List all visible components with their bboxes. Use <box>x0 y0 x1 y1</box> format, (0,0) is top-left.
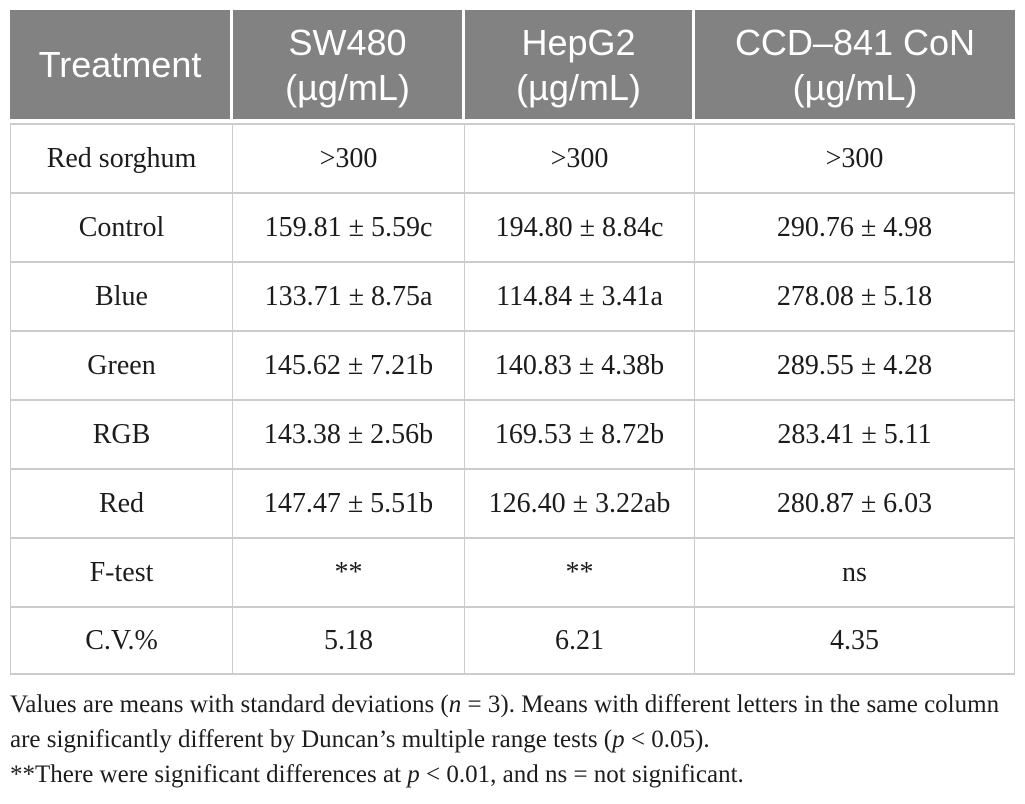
cell-hepg2: 140.83 ± 4.38b <box>465 330 695 399</box>
table-row-cv: C.V.% 5.18 6.21 4.35 <box>10 606 1015 675</box>
cell-sw480: 159.81 ± 5.59c <box>233 192 465 261</box>
cell-hepg2: >300 <box>465 123 695 192</box>
table-row-ftest: F-test ** ** ns <box>10 537 1015 606</box>
cell-treatment: Red <box>10 468 233 537</box>
cell-ccd841: 280.87 ± 6.03 <box>695 468 1015 537</box>
footnote-italic-p: p <box>612 726 625 753</box>
cell-sw480: ** <box>233 537 465 606</box>
column-header-label: Treatment <box>38 44 202 85</box>
footnote-text: Values are means with standard deviation… <box>10 691 449 718</box>
column-header-treatment: Treatment <box>10 10 233 123</box>
cell-treatment: Green <box>10 330 233 399</box>
cell-hepg2: 6.21 <box>465 606 695 675</box>
cell-hepg2: 194.80 ± 8.84c <box>465 192 695 261</box>
footnote-italic-p: p <box>407 761 420 788</box>
table-row-blue: Blue 133.71 ± 8.75a 114.84 ± 3.41a 278.0… <box>10 261 1015 330</box>
cell-ccd841: ns <box>695 537 1015 606</box>
table-row-red: Red 147.47 ± 5.51b 126.40 ± 3.22ab 280.8… <box>10 468 1015 537</box>
column-header-units: (µg/mL) <box>516 66 641 108</box>
cell-treatment: RGB <box>10 399 233 468</box>
footnote-text: There were significant differences at <box>35 761 408 788</box>
cell-ccd841: 283.41 ± 5.11 <box>695 399 1015 468</box>
cell-treatment: C.V.% <box>10 606 233 675</box>
cell-ccd841: 4.35 <box>695 606 1015 675</box>
table-header-row: Treatment SW480 (µg/mL) HepG2 (µg/mL) CC… <box>10 10 1015 123</box>
column-header-ccd841: CCD–841 CoN (µg/mL) <box>695 10 1015 123</box>
footnote-asterisks: ** <box>10 761 35 788</box>
table-row-control: Control 159.81 ± 5.59c 194.80 ± 8.84c 29… <box>10 192 1015 261</box>
cell-sw480: 143.38 ± 2.56b <box>233 399 465 468</box>
footnote-text: < 0.05). <box>624 726 710 753</box>
cell-sw480: 5.18 <box>233 606 465 675</box>
column-header-label: HepG2 <box>521 21 636 63</box>
cell-treatment: Red sorghum <box>10 123 233 192</box>
cell-ccd841: 278.08 ± 5.18 <box>695 261 1015 330</box>
results-table: Treatment SW480 (µg/mL) HepG2 (µg/mL) CC… <box>10 10 1015 675</box>
table-row-green: Green 145.62 ± 7.21b 140.83 ± 4.38b 289.… <box>10 330 1015 399</box>
column-header-label: SW480 <box>288 21 407 63</box>
cell-treatment: F-test <box>10 537 233 606</box>
column-header-units: (µg/mL) <box>792 66 918 108</box>
cell-hepg2: 114.84 ± 3.41a <box>465 261 695 330</box>
table-footnotes: Values are means with standard deviation… <box>10 687 1018 792</box>
column-header-units: (µg/mL) <box>285 66 410 108</box>
cell-sw480: >300 <box>233 123 465 192</box>
cell-hepg2: ** <box>465 537 695 606</box>
cell-sw480: 145.62 ± 7.21b <box>233 330 465 399</box>
column-header-sw480: SW480 (µg/mL) <box>233 10 465 123</box>
cell-sw480: 133.71 ± 8.75a <box>233 261 465 330</box>
cell-treatment: Blue <box>10 261 233 330</box>
table-body: Red sorghum >300 >300 >300 Control 159.8… <box>10 123 1015 675</box>
column-header-label: CCD–841 CoN <box>734 21 976 63</box>
cell-sw480: 147.47 ± 5.51b <box>233 468 465 537</box>
column-header-hepg2: HepG2 (µg/mL) <box>465 10 695 123</box>
footnote-significance: **There were significant differences at … <box>10 757 1018 792</box>
cell-treatment: Control <box>10 192 233 261</box>
footnote-text: = 3). Means with different letters in th… <box>10 691 1000 753</box>
table-row-red-sorghum: Red sorghum >300 >300 >300 <box>10 123 1015 192</box>
cell-ccd841: >300 <box>695 123 1015 192</box>
cell-ccd841: 290.76 ± 4.98 <box>695 192 1015 261</box>
footnote-means: Values are means with standard deviation… <box>10 687 1018 757</box>
footnote-text: < 0.01, and ns = not significant. <box>419 761 744 788</box>
footnote-italic-n: n <box>448 691 462 718</box>
cell-ccd841: 289.55 ± 4.28 <box>695 330 1015 399</box>
cell-hepg2: 126.40 ± 3.22ab <box>465 468 695 537</box>
cell-hepg2: 169.53 ± 8.72b <box>465 399 695 468</box>
table-row-rgb: RGB 143.38 ± 2.56b 169.53 ± 8.72b 283.41… <box>10 399 1015 468</box>
